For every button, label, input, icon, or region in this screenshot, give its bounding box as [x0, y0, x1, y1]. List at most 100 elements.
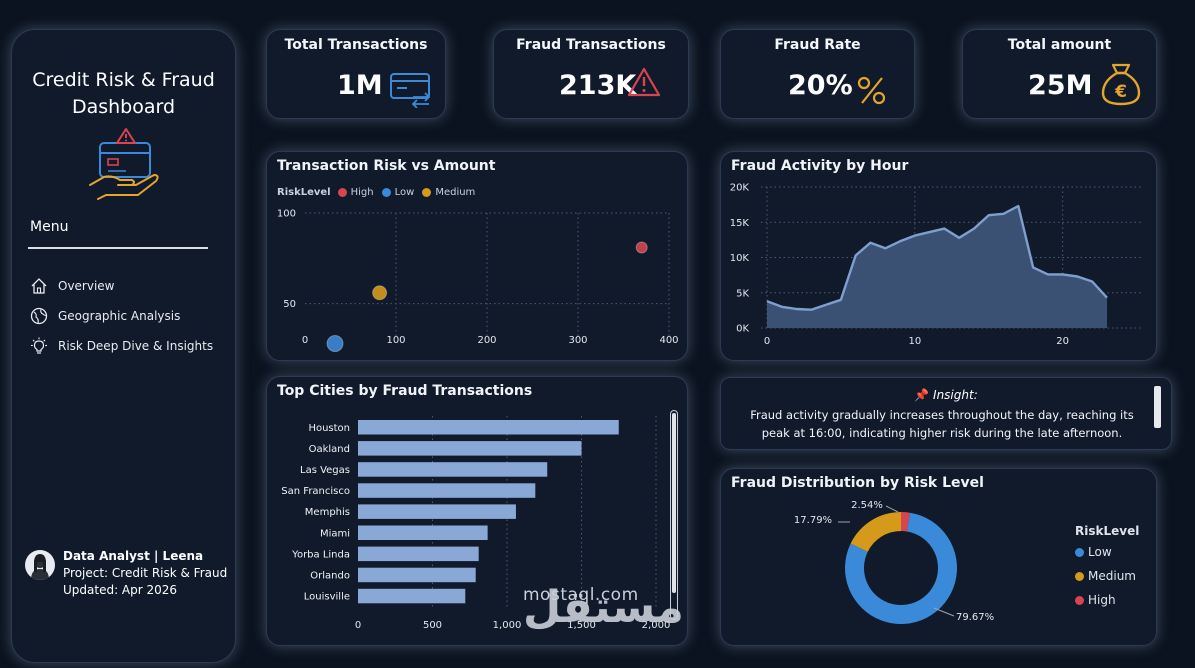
insight-title-text: Insight:	[933, 388, 978, 402]
x-tick-label: 100	[386, 335, 405, 346]
x-tick-label: 0	[764, 336, 770, 347]
legend-dot	[1075, 595, 1084, 605]
chart-title: Top Cities by Fraud Transactions	[277, 383, 533, 399]
x-tick-label: 20	[1056, 336, 1069, 347]
area-chart[interactable]: 20K 15K 10K 5K 0K 0 10 20	[720, 151, 1157, 361]
chart-title: Fraud Distribution by Risk Level	[731, 475, 984, 491]
donut-legend-high: High	[1075, 593, 1116, 607]
kpi-title: Fraud Transactions	[516, 37, 666, 53]
insight-scrollbar[interactable]	[1154, 386, 1161, 428]
kpi-total-transactions: Total Transactions 1M	[266, 29, 446, 119]
slice-label: 2.54%	[851, 500, 883, 511]
x-tick-label: 1,500	[567, 620, 596, 631]
nav-item-risk-deep-dive[interactable]: Risk Deep Dive & Insights	[30, 335, 213, 357]
kpi-total-amount: Total amount 25M €	[962, 29, 1157, 119]
bar-orlando	[358, 567, 476, 583]
y-tick-label: 5K	[736, 288, 749, 299]
sidebar: Credit Risk & Fraud Dashboard Menu Overv…	[11, 29, 236, 663]
donut-legend-medium: Medium	[1075, 569, 1136, 583]
kpi-fraud-transactions: Fraud Transactions 213K	[493, 29, 689, 119]
category-label: Houston	[308, 423, 350, 434]
legend-dot	[1075, 547, 1084, 557]
watermark-arabic: مستقل	[523, 582, 684, 633]
lightbulb-icon	[31, 337, 47, 354]
area-line	[766, 204, 1108, 311]
warning-icon	[627, 67, 661, 97]
category-label: Memphis	[305, 507, 350, 518]
bar-miami	[358, 525, 488, 540]
legend-label: High	[350, 187, 374, 198]
bar-chart[interactable]: 0 500 1,000 1,500 2,000 Houston Oakland Las Veg…	[266, 376, 688, 646]
bar-chart-scrollbar[interactable]	[670, 410, 678, 620]
x-tick-label: 400	[659, 335, 678, 346]
profile-project: Project: Credit Risk & Fraud	[63, 566, 228, 580]
category-label: Orlando	[310, 570, 350, 581]
y-tick-label: 100	[277, 209, 296, 220]
kpi-title: Fraud Rate	[774, 37, 861, 53]
nav-item-label: Overview	[58, 279, 115, 293]
nav-item-overview[interactable]: Overview	[30, 275, 115, 297]
percent-icon	[857, 76, 886, 105]
bar-oakland	[358, 441, 582, 456]
x-tick-label: 0	[302, 335, 308, 346]
nav-item-label: Geographic Analysis	[58, 309, 181, 323]
card-in-hand-icon	[89, 128, 159, 200]
insight-body: Fraud activity gradually increases throu…	[750, 408, 1134, 440]
y-tick-label: 0K	[736, 324, 749, 335]
nav-item-geographic-analysis[interactable]: Geographic Analysis	[30, 305, 180, 327]
kpi-title: Total Transactions	[284, 37, 428, 53]
donut-slice-medium	[850, 512, 901, 552]
x-tick-label: 500	[423, 620, 442, 631]
bar-yorba-linda	[358, 546, 479, 562]
chart-title: Transaction Risk vs Amount	[277, 158, 496, 174]
bar-houston	[358, 420, 619, 435]
legend-dot-medium	[422, 188, 432, 197]
watermark: mostaql.com	[523, 585, 639, 605]
chart-title: Fraud Activity by Hour	[731, 158, 909, 174]
bar-san-francisco	[358, 483, 536, 498]
category-label: Miami	[320, 528, 350, 539]
donut-legend-low: Low	[1075, 545, 1112, 559]
y-tick-label: 20K	[730, 183, 750, 194]
scatter-point-high	[635, 241, 648, 254]
legend-label: Medium	[1088, 569, 1136, 583]
menu-title: Menu	[30, 219, 69, 235]
category-label: Las Vegas	[300, 465, 350, 476]
globe-icon	[30, 307, 48, 325]
donut-chart[interactable]: 79.67% 17.79% 2.54%	[720, 468, 1157, 646]
profile: Data Analyst | Leena Project: Credit Ris…	[25, 548, 227, 599]
nav-item-label: Risk Deep Dive & Insights	[58, 339, 214, 353]
y-tick-label: 50	[283, 299, 296, 310]
bar-las-vegas	[358, 462, 548, 477]
legend-label: Low	[394, 187, 415, 198]
kpi-value: 25M	[1028, 70, 1093, 101]
x-tick-label: 1,000	[493, 620, 522, 631]
scatter-chart[interactable]: 0 100 200 300 400 100 50	[266, 151, 688, 361]
legend-dot	[1075, 571, 1084, 581]
legend-dot-low	[381, 188, 391, 197]
area-fill	[767, 206, 1107, 328]
menu-divider	[28, 247, 208, 249]
y-tick-label: 15K	[730, 218, 750, 229]
kpi-value: 20%	[788, 70, 853, 101]
category-label: San Francisco	[281, 486, 350, 497]
home-icon	[31, 278, 47, 294]
insight-card: 📌 Insight: Fraud activity gradually incr…	[720, 377, 1172, 450]
scrollbar-thumb[interactable]	[672, 413, 676, 593]
legend-label: Low	[1088, 545, 1112, 559]
bar-louisville	[358, 588, 466, 604]
slice-label: 79.67%	[956, 612, 994, 623]
scatter-chart-card: Transaction Risk vs Amount RiskLevel Hig…	[266, 151, 688, 361]
legend-dot-high	[337, 188, 347, 197]
profile-name: Data Analyst | Leena	[63, 549, 204, 563]
kpi-title: Total amount	[1007, 37, 1112, 53]
y-tick-label: 10K	[730, 253, 750, 264]
donut-slice-low	[845, 512, 957, 624]
kpi-fraud-rate: Fraud Rate 20%	[720, 29, 915, 119]
scatter-legend: RiskLevel High Low Medium	[277, 187, 475, 198]
x-tick-label: 300	[568, 335, 587, 346]
legend-label: High	[1088, 593, 1116, 607]
x-tick-label: 0	[355, 620, 361, 631]
kpi-value: 1M	[337, 70, 383, 101]
legend-title: RiskLevel	[277, 187, 331, 198]
